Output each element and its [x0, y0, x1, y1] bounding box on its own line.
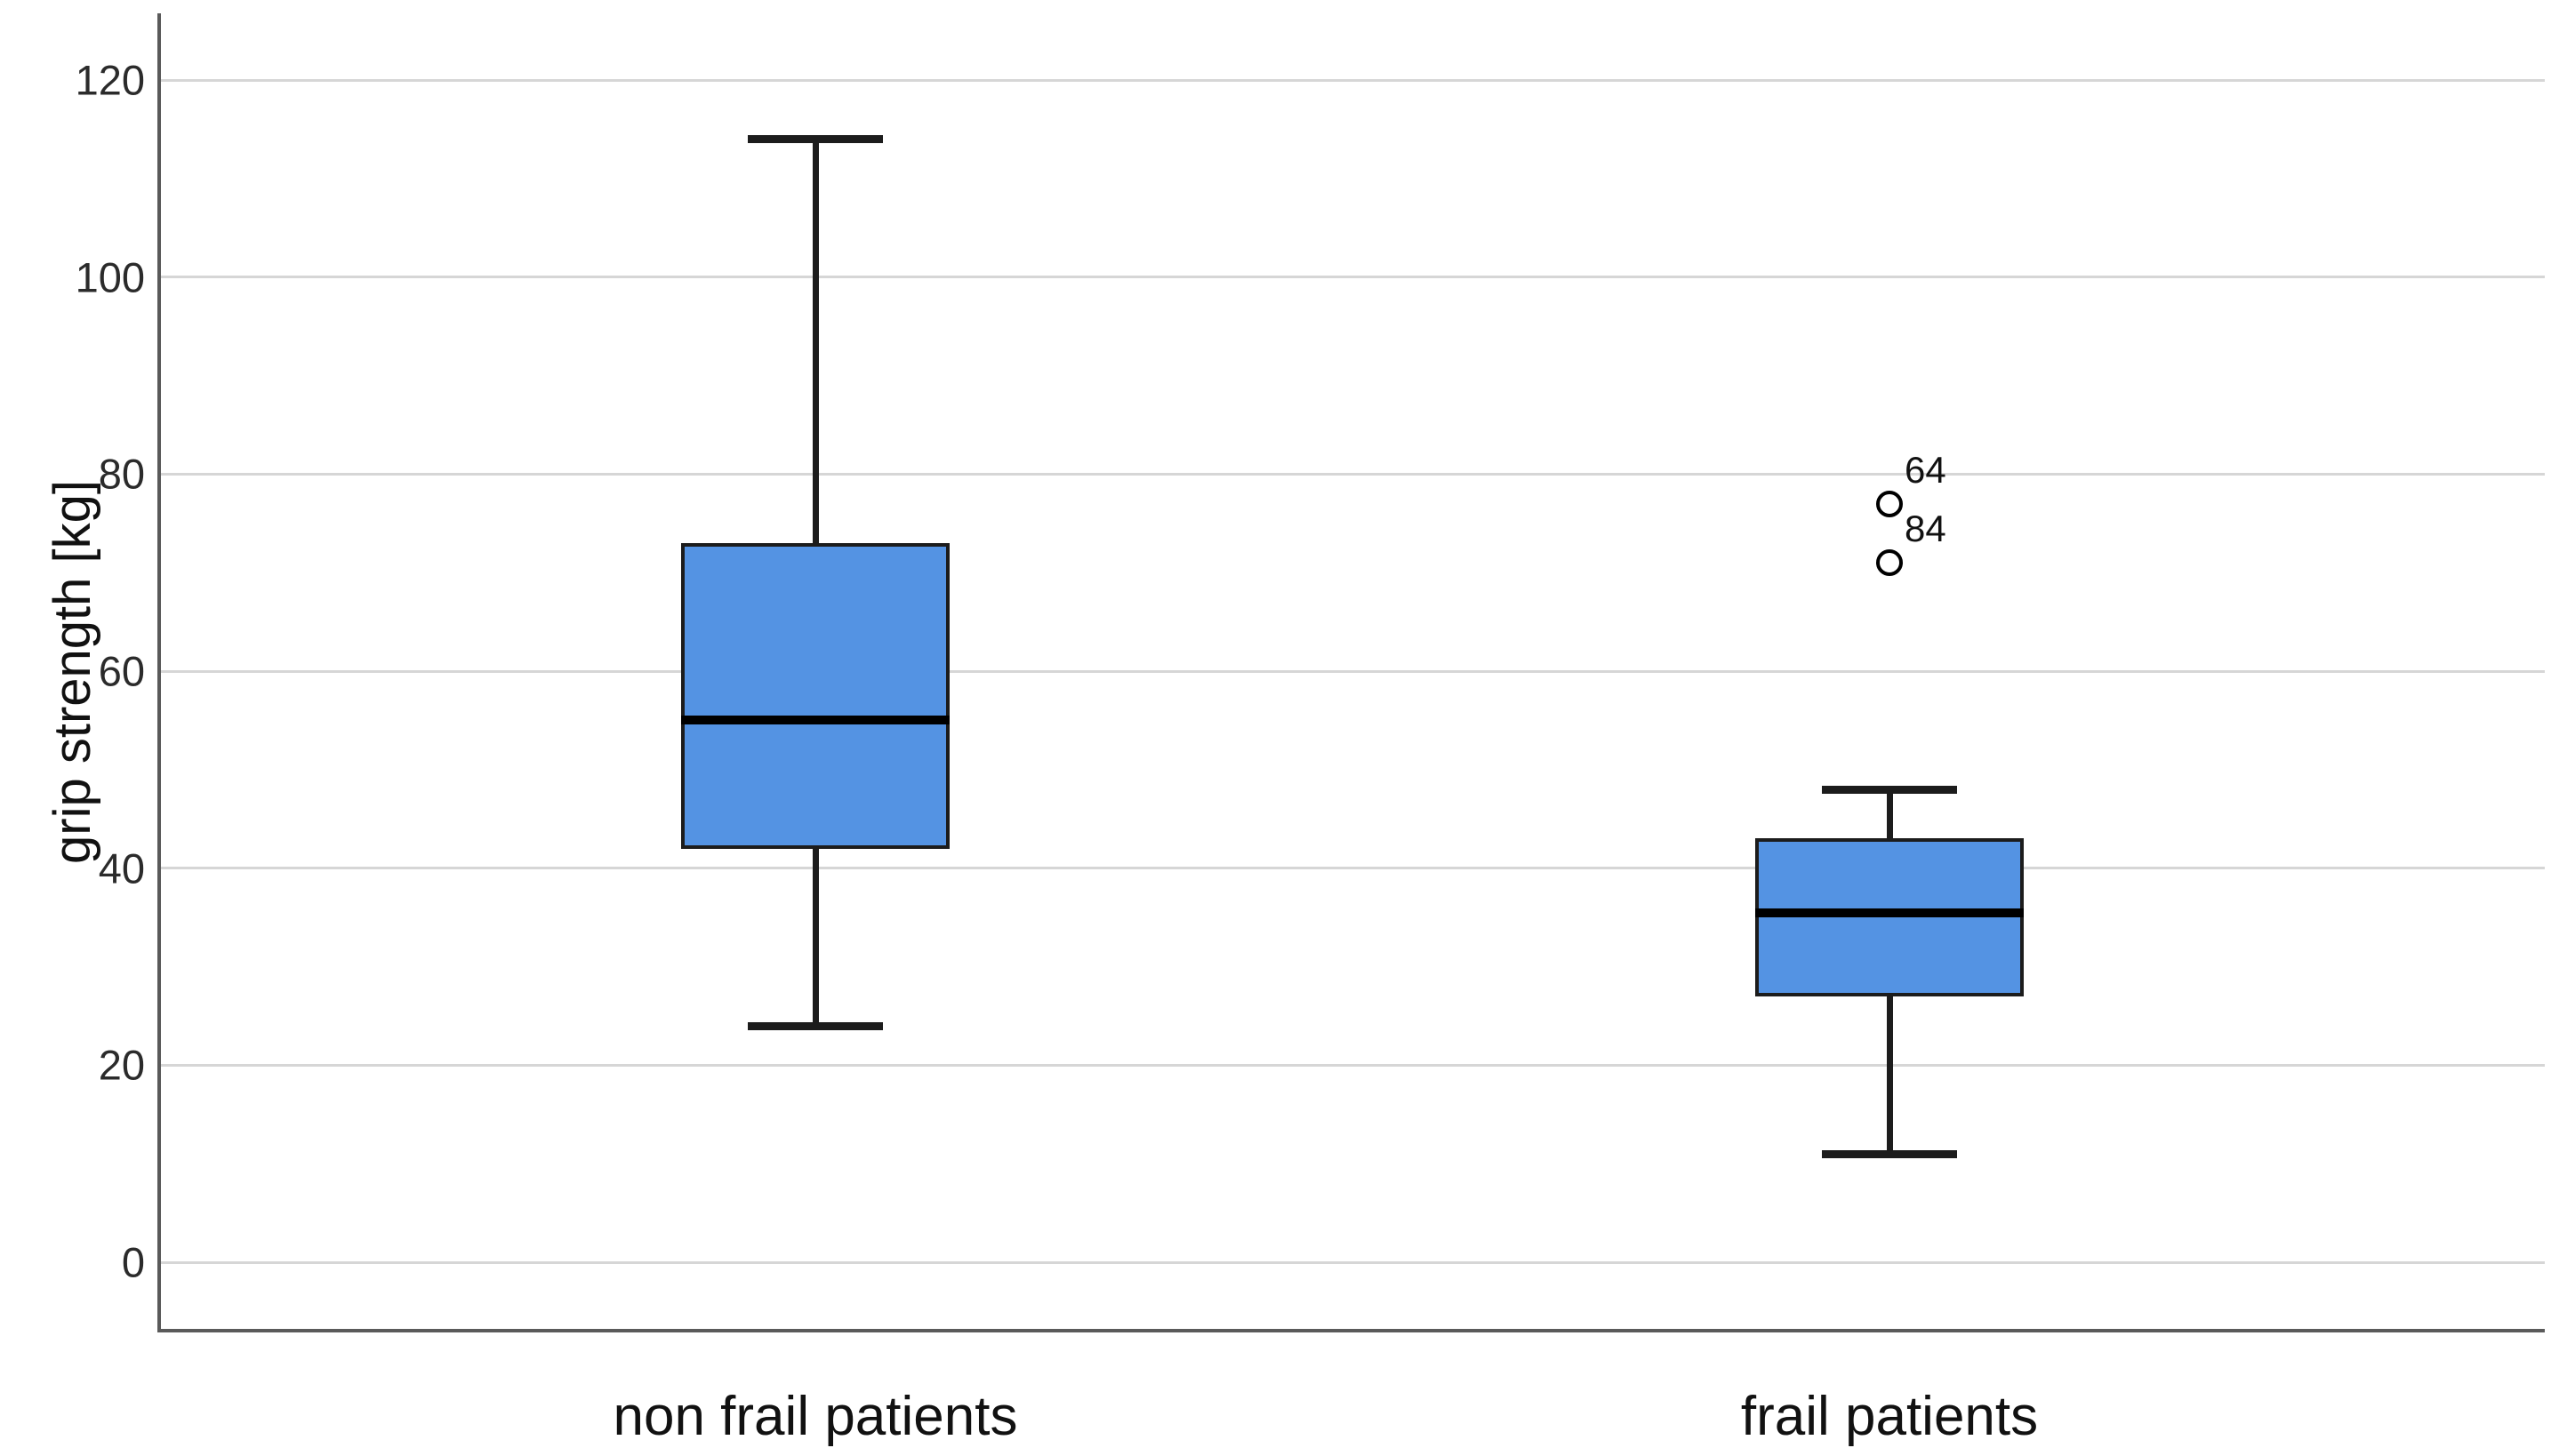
y-tick-label: 40: [98, 844, 145, 892]
median-line: [681, 716, 950, 725]
y-tick-label: 120: [75, 56, 145, 104]
upper-whisker-cap: [748, 135, 883, 144]
outlier-point: [1876, 549, 1903, 577]
y-axis-line: [157, 13, 161, 1332]
y-gridline: [161, 78, 2545, 82]
lower-whisker: [1886, 996, 1893, 1155]
upper-whisker: [812, 139, 819, 543]
y-tick-label: 20: [98, 1041, 145, 1089]
y-gridline: [161, 472, 2545, 476]
upper-whisker: [1886, 789, 1893, 839]
outlier-point: [1876, 490, 1903, 517]
iqr-box: [1755, 838, 2024, 996]
y-gridline: [161, 276, 2545, 279]
upper-whisker-cap: [1822, 785, 1957, 794]
y-tick-label: 0: [121, 1238, 145, 1286]
outlier-case-label: 84: [1905, 508, 1946, 550]
x-category-label-non-frail-patients: non frail patients: [613, 1386, 1018, 1447]
y-gridline: [161, 1260, 2545, 1264]
outlier-case-label: 64: [1905, 448, 1946, 491]
x-category-label-frail-patients: frail patients: [1740, 1386, 2039, 1447]
median-line: [1755, 908, 2024, 917]
lower-whisker-cap: [1822, 1149, 1957, 1158]
lower-whisker: [812, 848, 819, 1026]
y-tick-label: 80: [98, 450, 145, 498]
iqr-box: [681, 542, 950, 849]
y-tick-label: 60: [98, 647, 145, 695]
y-tick-label: 100: [75, 253, 145, 301]
y-gridline: [161, 867, 2545, 870]
lower-whisker-cap: [748, 1021, 883, 1030]
x-axis-line: [157, 1329, 2545, 1332]
y-gridline: [161, 1063, 2545, 1067]
y-gridline: [161, 669, 2545, 673]
